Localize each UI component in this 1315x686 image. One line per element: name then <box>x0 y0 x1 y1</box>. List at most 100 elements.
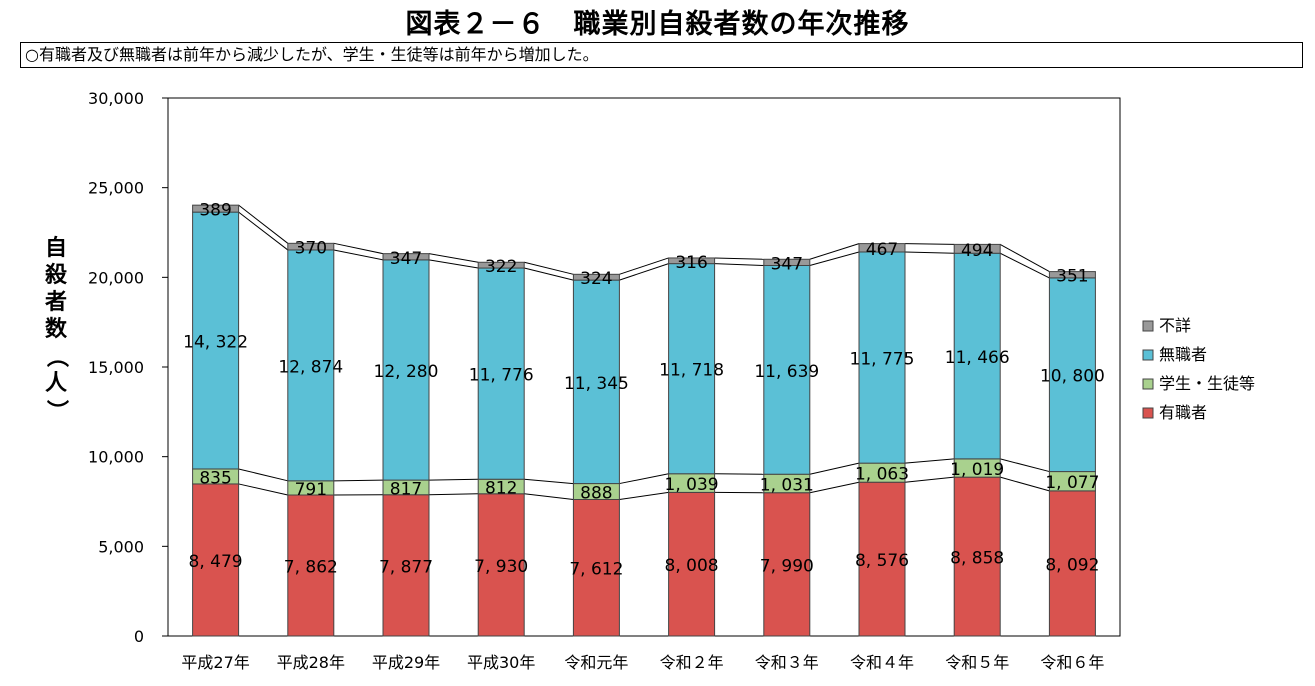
legend-label: 無職者 <box>1159 345 1207 364</box>
bar-segment <box>858 481 906 637</box>
y-tick-label: 30,000 <box>88 89 144 108</box>
series-connector-line <box>904 251 955 254</box>
series-connector-line <box>428 493 479 496</box>
series-connector-line <box>904 476 955 483</box>
bar-segment <box>953 243 1001 254</box>
x-tick-label: 平成30年 <box>467 653 535 672</box>
legend-label: 不詳 <box>1159 316 1191 335</box>
data-label: 8, 092 <box>1045 555 1099 575</box>
data-label: 11, 718 <box>659 361 724 381</box>
series-connector-line <box>428 259 479 269</box>
data-label: 7, 930 <box>474 557 528 577</box>
series-connector-line <box>333 242 384 255</box>
legend-swatch <box>1142 349 1154 361</box>
series-connector-line <box>1000 476 1050 492</box>
data-label: 11, 639 <box>754 362 819 382</box>
data-label: 324 <box>580 269 612 289</box>
bar-segment <box>953 252 1001 460</box>
bar-segment <box>382 253 430 261</box>
data-label: 370 <box>295 239 327 259</box>
series-connector-line <box>714 263 764 266</box>
series-connector-line <box>619 473 669 485</box>
data-label: 11, 345 <box>564 374 629 394</box>
bar-segment <box>1048 490 1096 637</box>
data-label: 467 <box>866 240 898 260</box>
y-tick-label: 0 <box>134 627 144 646</box>
data-label: 8, 576 <box>855 551 909 571</box>
bar-segment <box>572 273 620 281</box>
series-connector-line <box>524 267 574 281</box>
chart-subtitle: ○有職者及び無職者は前年から減少したが、学生・生徒等は前年から増加した。 <box>20 42 1303 68</box>
data-label: 12, 874 <box>278 357 343 377</box>
data-label: 11, 775 <box>850 350 915 370</box>
x-tick-label: 令和６年 <box>1040 653 1104 672</box>
series-connector-line <box>428 253 479 263</box>
bar-segment <box>382 259 430 481</box>
bar-segment <box>287 494 335 637</box>
data-label: 8, 008 <box>665 556 719 576</box>
bar-segment <box>477 493 525 637</box>
data-label: 389 <box>199 201 231 221</box>
data-label: 7, 612 <box>569 560 623 580</box>
bar-segment <box>763 492 811 637</box>
data-label: 494 <box>961 241 993 261</box>
series-connector-line <box>524 478 574 485</box>
x-tick-label: 平成29年 <box>372 653 440 672</box>
data-label: 1, 019 <box>950 460 1004 480</box>
legend-label: 有職者 <box>1159 403 1207 422</box>
y-tick-label: 5,000 <box>98 537 144 556</box>
bar-segment <box>572 279 620 485</box>
series-connector-line <box>428 478 479 481</box>
series-connector-line <box>238 483 288 496</box>
bar-segment <box>1048 271 1096 279</box>
bar-segment <box>763 264 811 475</box>
bar-segment <box>477 267 525 480</box>
data-label: 1, 063 <box>855 465 909 485</box>
data-label: 835 <box>199 468 231 488</box>
y-tick-label: 25,000 <box>88 179 144 198</box>
bar-segment <box>287 249 335 482</box>
data-label: 7, 877 <box>379 557 433 577</box>
legend-swatch <box>1142 320 1154 332</box>
bar-segment <box>192 204 240 213</box>
data-label: 10, 800 <box>1040 367 1105 387</box>
data-label: 888 <box>580 484 612 504</box>
series-connector-line <box>809 243 860 260</box>
series-connector-line <box>524 261 574 275</box>
y-axis-label: 自殺者数（人） <box>43 236 69 422</box>
bar-segment <box>668 257 716 265</box>
series-connector-line <box>809 462 860 475</box>
series-connector-line <box>619 491 669 500</box>
series-connector-line <box>238 204 289 244</box>
y-tick-label: 20,000 <box>88 268 144 287</box>
series-connector-line <box>333 249 384 261</box>
bar-segment <box>1048 277 1096 473</box>
y-tick-label: 10,000 <box>88 448 144 467</box>
bar-segment <box>382 494 430 637</box>
x-tick-label: 平成27年 <box>181 653 249 672</box>
series-connector-line <box>809 251 860 266</box>
series-connector-line <box>714 257 764 260</box>
chart-title: 図表２－６ 職業別自殺者数の年次推移 <box>405 9 910 40</box>
legend-swatch <box>1142 378 1154 390</box>
y-tick-label: 15,000 <box>88 358 144 377</box>
data-label: 812 <box>485 479 517 499</box>
data-label: 817 <box>390 479 422 499</box>
series-connector-line <box>619 263 669 281</box>
series-connector-line <box>333 479 384 482</box>
series-connector-line <box>524 493 574 500</box>
x-tick-label: 令和５年 <box>945 653 1009 672</box>
bar-segment <box>953 476 1001 637</box>
data-label: 11, 466 <box>945 348 1010 368</box>
legend-swatch <box>1142 407 1154 419</box>
data-label: 347 <box>390 249 422 269</box>
data-label: 322 <box>485 257 517 277</box>
data-label: 351 <box>1056 267 1088 287</box>
bar-segment <box>287 242 335 251</box>
bar-segment <box>668 491 716 637</box>
x-tick-label: 令和４年 <box>850 653 914 672</box>
x-tick-label: 平成28年 <box>277 653 345 672</box>
data-label: 8, 479 <box>189 552 243 572</box>
series-connector-line <box>238 468 288 482</box>
data-label: 11, 776 <box>469 366 534 386</box>
